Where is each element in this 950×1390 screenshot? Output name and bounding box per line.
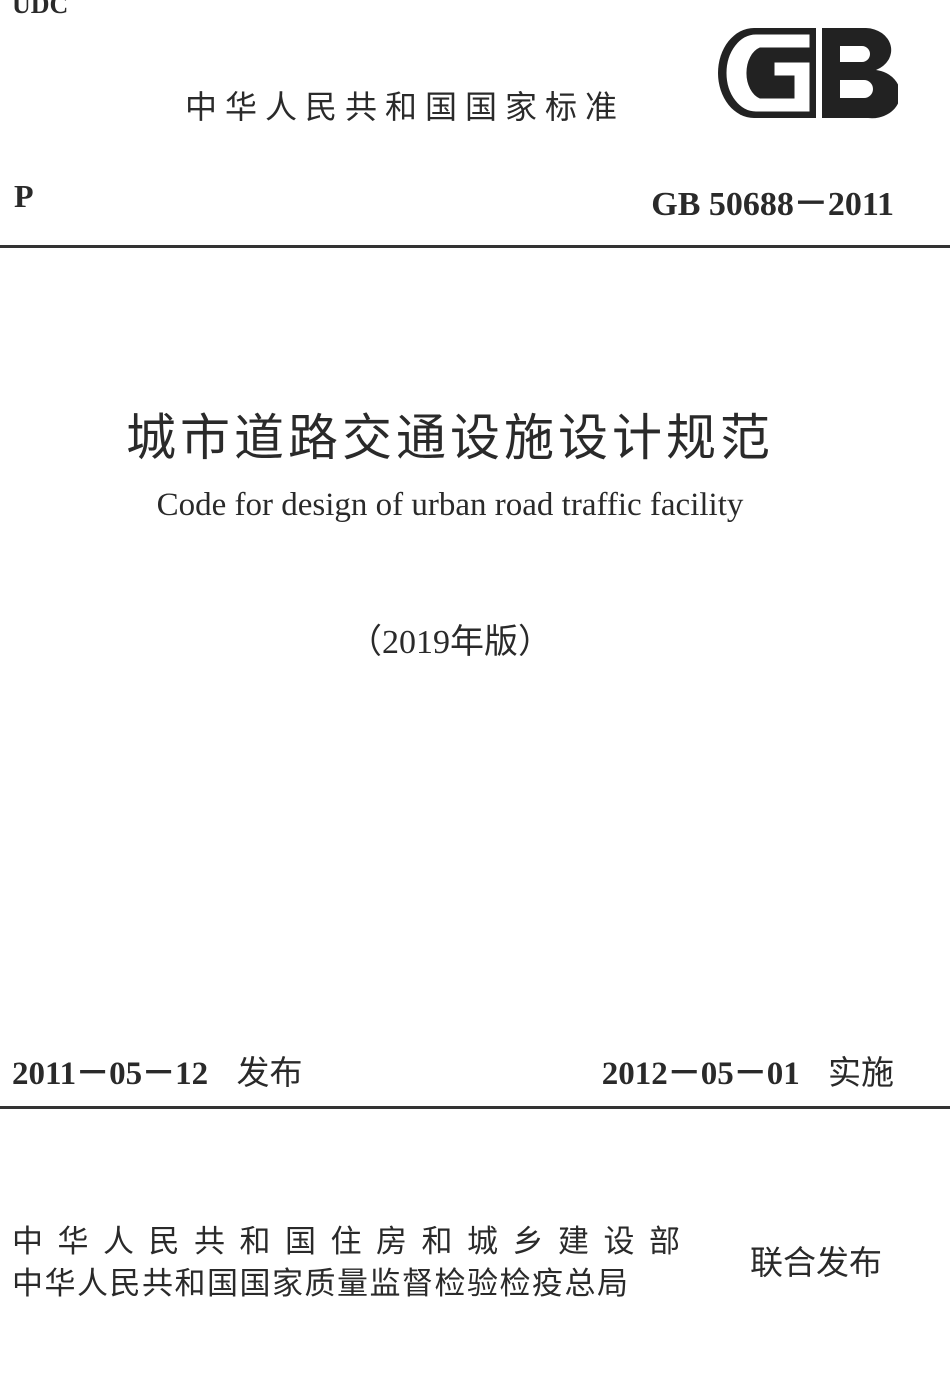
udc-label: UDC bbox=[12, 0, 69, 19]
joint-publish-label: 联合发布 bbox=[750, 1243, 882, 1282]
gb-logo bbox=[718, 28, 898, 119]
standard-number: GB 50688－2011 bbox=[651, 186, 894, 223]
classification-code: P bbox=[14, 178, 34, 214]
title-english: Code for design of urban road traffic fa… bbox=[156, 487, 744, 523]
title-chinese: 城市道路交通设施设计规范 bbox=[126, 410, 774, 466]
implement-date: 2012－05－01 实施 bbox=[602, 1046, 894, 1094]
standard-type: 中华人民共和国国家标准 bbox=[185, 88, 626, 126]
issue-date: 2011－05－12 发布 bbox=[12, 1046, 302, 1094]
publisher-line-1: 中华人民共和国住房和城乡建设部 bbox=[12, 1224, 695, 1260]
issue-label: 发布 bbox=[236, 1053, 303, 1092]
implement-label: 实施 bbox=[828, 1053, 894, 1092]
issue-date-value: 2011－05－12 bbox=[12, 1056, 209, 1092]
implement-date-value: 2012－05－01 bbox=[601, 1056, 800, 1092]
edition: （2019年版） bbox=[348, 624, 552, 661]
top-divider bbox=[0, 245, 950, 248]
publisher-line-2: 中华人民共和国国家质量监督检验检疫总局 bbox=[12, 1266, 630, 1302]
bottom-divider bbox=[0, 1106, 950, 1109]
